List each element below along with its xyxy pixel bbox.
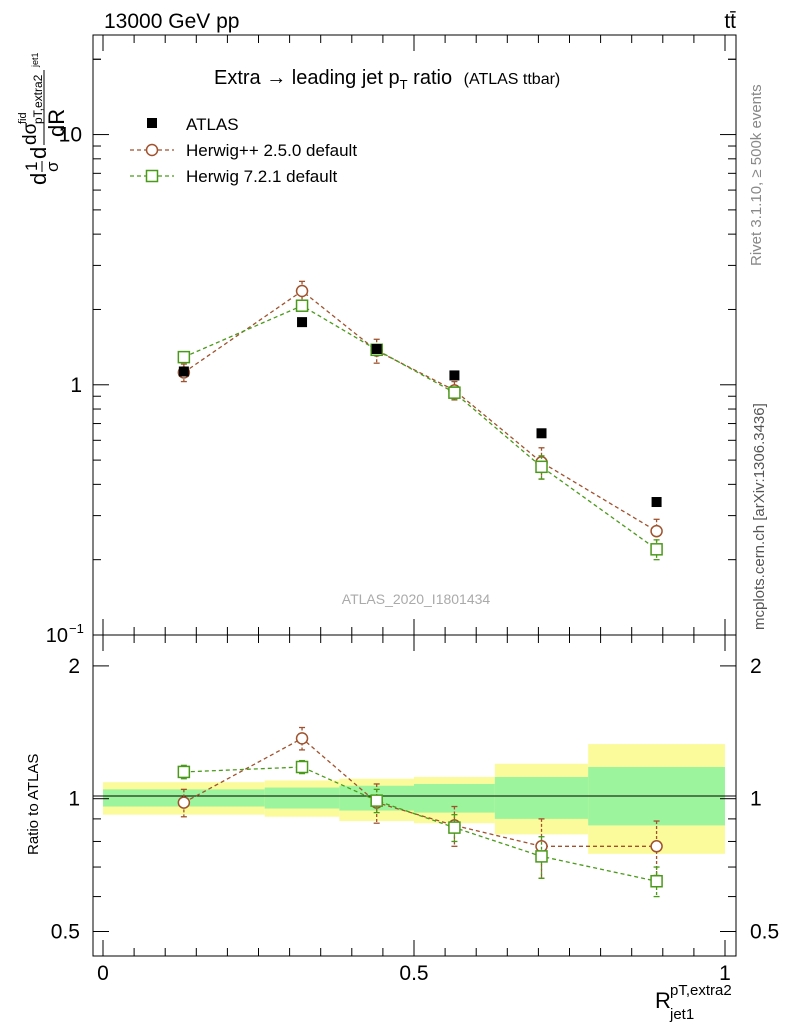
x-axis-label-superscript: pT,extra2 (670, 982, 732, 999)
legend-marker-atlas (147, 118, 157, 128)
ratio-point-herwig-7-2-1-default (650, 874, 663, 888)
main-point-atlas (178, 366, 189, 377)
main-point-atlas (371, 344, 382, 355)
main-point-herwig-2-5-0-default (650, 524, 663, 538)
svg-text:d: d (26, 147, 51, 159)
ratio-point-herwig-7-2-1-default (448, 821, 461, 834)
ratio-point-herwig-2-5-0-default (650, 840, 663, 853)
main-point-herwig-2-5-0-default (295, 284, 309, 298)
x-axis-label-main: R (655, 988, 671, 1013)
x-tick-label: 0 (97, 962, 109, 985)
main-plot-data (177, 280, 663, 561)
ratio-point-herwig-7-2-1-default (370, 794, 383, 807)
ratio-y-tick-label-right: 0.5 (750, 921, 779, 944)
ratio-point-herwig-2-5-0-default (177, 796, 191, 809)
svg-text:dσ: dσ (20, 122, 41, 145)
ratio-point-herwig-2-5-0-default (295, 732, 309, 745)
ratio-point-herwig-7-2-1-default (177, 765, 191, 779)
axis-ticks (93, 35, 736, 956)
svg-text:fid: fid (17, 112, 29, 124)
analysis-label: ATLAS_2020_I1801434 (342, 591, 491, 607)
main-point-atlas (651, 497, 662, 508)
x-axis-label: R pT,extra2 jet1 (655, 982, 732, 1023)
main-point-atlas (449, 370, 460, 381)
mcplots-label: mcplots.cern.ch [arXiv:1306.3436] (751, 403, 768, 630)
process-label: tt̄ (724, 10, 736, 33)
svg-text:σ: σ (43, 161, 62, 172)
main-y-tick-exponent: −1 (69, 621, 84, 636)
plot-title-subscript: T (400, 77, 408, 92)
main-y-axis-label: d 1 σ d dσ fid pT,extra2 dR jet1 (17, 52, 69, 185)
main-point-herwig-7-2-1-default (177, 350, 191, 364)
main-line-herwig-2-5-0-default (183, 290, 657, 532)
plot-title-note: (ATLAS ttbar) (464, 71, 561, 88)
svg-text:1: 1 (22, 162, 41, 171)
ratio-y-axis-label: Ratio to ATLAS (25, 754, 42, 855)
x-tick-label: 0.5 (399, 962, 428, 985)
ratio-y-tick-label-right: 2 (750, 655, 762, 678)
svg-text:pT,extra2: pT,extra2 (31, 74, 45, 124)
main-point-herwig-7-2-1-default (650, 543, 663, 556)
ratio-band-stat (494, 776, 589, 819)
ratio-band-stat (264, 787, 340, 809)
legend-label-herwig7: Herwig 7.2.1 default (186, 167, 337, 186)
ratio-y-tick-label-left: 2 (68, 655, 80, 678)
plot-title: Extra → leading jet pT ratio (ATLAS ttba… (214, 67, 560, 92)
plot-title-main: Extra → leading jet p (214, 67, 400, 89)
rivet-version-label: Rivet 3.1.10, ≥ 500k events (748, 84, 765, 266)
legend-label-atlas: ATLAS (186, 115, 239, 134)
main-point-atlas (536, 428, 547, 439)
plot-title-after: ratio (408, 67, 452, 89)
main-y-tick-label: 1 (70, 374, 82, 397)
legend-marker-herwigpp (145, 143, 159, 157)
legend: ATLAS Herwig++ 2.5.0 default Herwig 7.2.… (130, 115, 357, 186)
ratio-bands (103, 744, 725, 854)
legend-marker-herwig7 (145, 169, 159, 183)
main-y-tick-label: 10 (59, 124, 82, 147)
x-tick-label: 1 (719, 962, 731, 985)
ratio-y-tick-label-left: 1 (68, 788, 80, 811)
energy-label: 13000 GeV pp (104, 10, 239, 33)
legend-label-herwigpp: Herwig++ 2.5.0 default (186, 141, 357, 160)
main-point-atlas (297, 317, 308, 328)
main-point-herwig-7-2-1-default (448, 386, 461, 399)
svg-text:dR: dR (44, 109, 69, 137)
main-point-herwig-7-2-1-default (535, 460, 548, 474)
ratio-y-tick-label-left: 0.5 (51, 921, 80, 944)
ratio-line-herwig-7-2-1-default (183, 766, 657, 882)
ratio-y-tick-label-right: 1 (750, 788, 762, 811)
ratio-plot-data (177, 726, 663, 898)
main-point-herwig-7-2-1-default (295, 299, 309, 312)
x-axis-label-subscript: jet1 (669, 1006, 694, 1023)
ratio-point-herwig-7-2-1-default (295, 760, 309, 774)
main-line-herwig-7-2-1-default (183, 304, 657, 550)
ratio-point-herwig-7-2-1-default (535, 850, 548, 863)
main-y-tick-label: 10 (46, 625, 68, 647)
svg-text:jet1: jet1 (30, 52, 40, 68)
svg-text:d: d (26, 173, 51, 185)
